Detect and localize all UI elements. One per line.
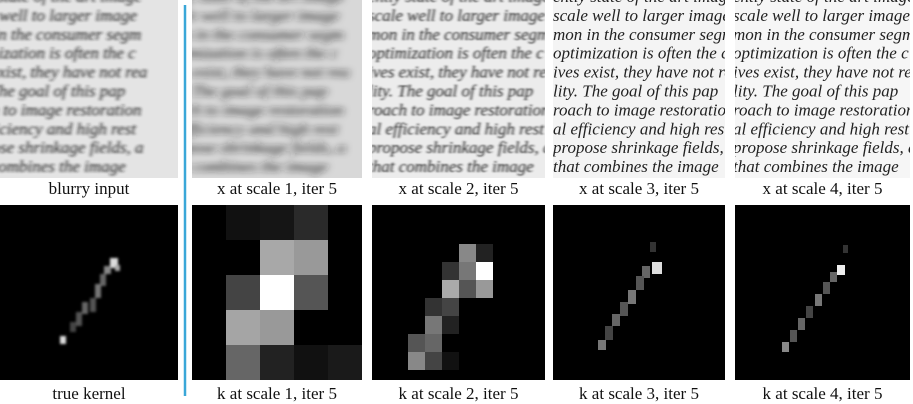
image-text-line: scale well to larger image xyxy=(553,6,730,25)
caption: blurry input xyxy=(49,179,130,198)
image-text-line: propose shrinkage fields, a xyxy=(732,138,913,157)
image-text-line: al efficiency and high rest xyxy=(0,119,137,138)
image-text-line: ives exist, they have not rea xyxy=(162,63,349,82)
image-text-line: al efficiency and high rest xyxy=(368,119,545,138)
image-text-line: roach to image restoration xyxy=(553,100,734,119)
image-text-line: lity. The goal of this pap xyxy=(733,82,898,101)
image-text-line: mon in the consumer segm xyxy=(162,25,343,44)
image-text-line: al efficiency and high rest xyxy=(162,119,339,138)
image-text-line: mon in the consumer segm xyxy=(0,25,141,44)
image-text-line: propose shrinkage fields, a xyxy=(0,138,144,157)
image-text-line: optimization is often the c xyxy=(368,44,544,63)
caption: k at scale 4, iter 5 xyxy=(763,384,883,403)
image-panel: ently state of the art imagescale well t… xyxy=(161,0,362,178)
image-text-line: optimization is often the c xyxy=(0,44,136,63)
caption: k at scale 3, iter 5 xyxy=(579,384,699,403)
caption: k at scale 1, iter 5 xyxy=(217,384,337,403)
image-text-line: lity. The goal of this pap xyxy=(162,82,327,101)
caption: x at scale 1, iter 5 xyxy=(217,179,337,198)
image-text-line: mon in the consumer segm xyxy=(368,25,549,44)
caption: true kernel xyxy=(52,384,125,403)
kernel-scale-2 xyxy=(372,205,545,380)
image-text-line: lity. The goal of this pap xyxy=(368,82,533,101)
kernel-true xyxy=(0,205,178,380)
image-text-line: optimization is often the c xyxy=(553,44,729,63)
image-text-line: ives exist, they have not rea xyxy=(733,63,913,82)
image-text-line: mon in the consumer segm xyxy=(553,25,734,44)
figure: ently state of the art imagescale well t… xyxy=(0,0,913,404)
image-text-line: mon in the consumer segm xyxy=(733,25,913,44)
caption: x at scale 3, iter 5 xyxy=(579,179,699,198)
image-text-line: scale well to larger image xyxy=(733,6,910,25)
image-text-line: roach to image restoration xyxy=(733,100,913,119)
image-text-line: ives exist, they have not rea xyxy=(553,63,740,82)
image-text-line: optimization is often the c xyxy=(162,44,338,63)
image-text: ently state of the art imagescale well t… xyxy=(552,0,740,176)
image-text-line: lity. The goal of this pap xyxy=(0,82,125,101)
image-text-line: that combines the image xyxy=(0,157,126,176)
image-text: ently state of the art imagescale well t… xyxy=(732,0,913,176)
image-panel: ently state of the art imagescale well t… xyxy=(552,0,740,178)
image-panel: ently state of the art imagescale well t… xyxy=(0,0,178,178)
image-text-line: al efficiency and high rest xyxy=(553,119,730,138)
image-text-line: that combines the image xyxy=(733,157,899,176)
image-text-line: lity. The goal of this pap xyxy=(553,82,718,101)
image-text-line: propose shrinkage fields, a xyxy=(161,138,346,157)
image-text-line: that combines the image xyxy=(368,157,534,176)
image-text: ently state of the art imagescale well t… xyxy=(161,0,349,176)
image-text-line: scale well to larger image xyxy=(162,6,339,25)
image-text-line: ives exist, they have not rea xyxy=(368,63,555,82)
image-panel: ently state of the art imagescale well t… xyxy=(367,0,555,178)
image-text-line: ives exist, they have not rea xyxy=(0,63,147,82)
image-text-line: roach to image restoration xyxy=(162,100,343,119)
kernel-scale-3 xyxy=(553,205,725,380)
image-text-line: optimization is often the c xyxy=(733,44,909,63)
image-text-line: scale well to larger image xyxy=(368,6,545,25)
image-text-line: roach to image restoration xyxy=(0,100,141,119)
image-text-line: propose shrinkage fields, a xyxy=(552,138,737,157)
image-panel: ently state of the art imagescale well t… xyxy=(732,0,913,178)
image-text-line: that combines the image xyxy=(162,157,328,176)
kernel-scale-1 xyxy=(192,205,362,380)
image-text-line: propose shrinkage fields, a xyxy=(367,138,552,157)
image-text: ently state of the art imagescale well t… xyxy=(367,0,555,176)
kernel-scale-4 xyxy=(735,205,910,380)
image-text-line: roach to image restoration xyxy=(368,100,549,119)
image-text-line: al efficiency and high rest xyxy=(733,119,910,138)
caption: x at scale 2, iter 5 xyxy=(399,179,519,198)
image-text-line: scale well to larger image xyxy=(0,6,137,25)
image-text: ently state of the art imagescale well t… xyxy=(0,0,147,176)
image-text-line: that combines the image xyxy=(553,157,719,176)
caption: x at scale 4, iter 5 xyxy=(763,179,883,198)
caption: k at scale 2, iter 5 xyxy=(399,384,519,403)
